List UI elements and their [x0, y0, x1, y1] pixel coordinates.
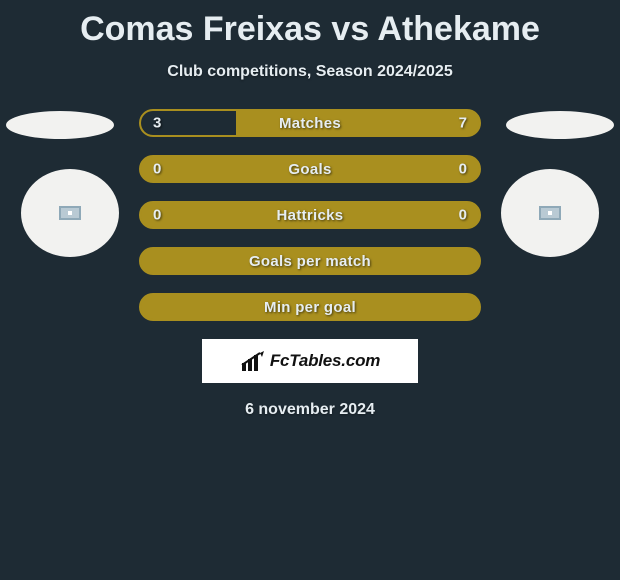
stat-row: 3 Matches 7 — [139, 109, 481, 137]
stat-right-value: 7 — [459, 115, 467, 132]
date-label: 6 november 2024 — [0, 401, 620, 419]
stat-row: Goals per match — [139, 247, 481, 275]
stat-rows: 3 Matches 7 0 Goals 0 0 Hattricks 0 Goals per mat… — [139, 109, 481, 321]
stat-left-value: 0 — [153, 207, 161, 224]
logo-text: FcTables.com — [270, 351, 380, 371]
stat-label: Matches — [279, 115, 341, 132]
player-left-club-badge — [21, 169, 119, 257]
player-right-club-badge — [501, 169, 599, 257]
stat-left-value: 3 — [153, 115, 161, 132]
stat-row: Min per goal — [139, 293, 481, 321]
club-badge-icon — [539, 206, 561, 220]
stat-right-value: 0 — [459, 207, 467, 224]
logo-chart-icon — [240, 351, 266, 371]
stat-label: Goals — [288, 161, 331, 178]
stat-row: 0 Hattricks 0 — [139, 201, 481, 229]
fctables-logo: FcTables.com — [202, 339, 418, 383]
stat-label: Goals per match — [249, 253, 371, 270]
subtitle: Club competitions, Season 2024/2025 — [0, 63, 620, 81]
player-left-ellipse — [6, 111, 114, 139]
club-badge-icon — [59, 206, 81, 220]
stat-row: 0 Goals 0 — [139, 155, 481, 183]
comparison-chart: 3 Matches 7 0 Goals 0 0 Hattricks 0 Goals per mat… — [0, 109, 620, 419]
player-right-ellipse — [506, 111, 614, 139]
stat-label: Min per goal — [264, 299, 356, 316]
page-title: Comas Freixas vs Athekame — [0, 0, 620, 49]
stat-left-value: 0 — [153, 161, 161, 178]
stat-right-value: 0 — [459, 161, 467, 178]
stat-label: Hattricks — [277, 207, 344, 224]
